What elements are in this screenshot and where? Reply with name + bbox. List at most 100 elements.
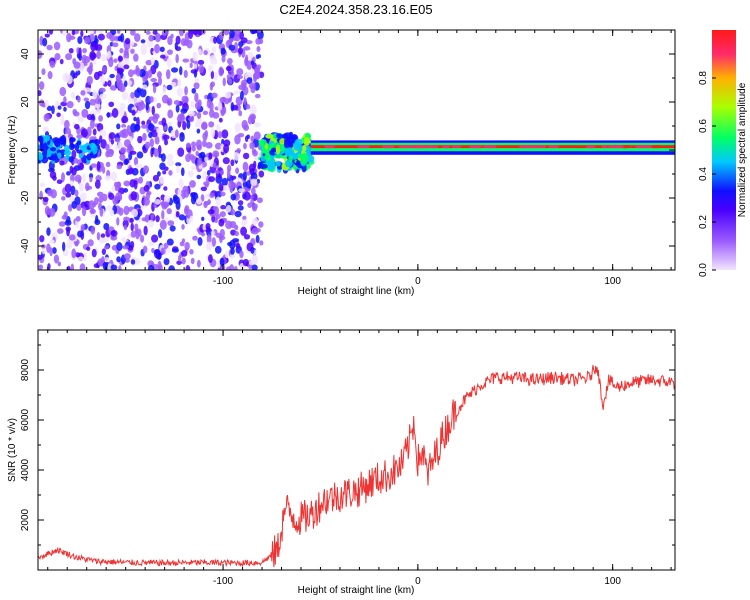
snr-y-ticks: 2000 4000 6000 8000 <box>20 344 675 571</box>
spectrogram-xtick-label: 100 <box>604 276 621 287</box>
spectrogram-cell <box>131 208 139 218</box>
spectrogram-cell <box>217 102 223 111</box>
spectrogram-cell <box>643 145 654 149</box>
spectrogram-cell <box>157 76 163 86</box>
spectrogram-cell <box>251 187 256 196</box>
spectrogram-cell <box>187 170 194 178</box>
spectrogram-cell <box>184 241 190 251</box>
spectrogram-cell <box>47 189 54 197</box>
spectrogram-cell <box>167 159 174 167</box>
spectrogram-cell <box>43 134 51 142</box>
spectrogram-cell <box>250 178 258 186</box>
spectrogram-cell <box>87 30 95 35</box>
spectrogram-cell <box>64 119 70 130</box>
spectrogram-cell <box>171 248 180 253</box>
spectrogram-cell <box>130 91 135 99</box>
spectrogram-cell <box>246 242 254 252</box>
spectrogram-cell <box>397 145 412 149</box>
spectrogram-cell <box>205 222 211 230</box>
spectrogram-cell <box>251 227 259 235</box>
spectrogram-cell <box>49 247 53 257</box>
spectrogram-cell <box>167 121 173 127</box>
spectrogram-cell <box>96 30 104 34</box>
spectrogram-cell <box>38 254 43 260</box>
spectrogram-cell <box>108 101 115 108</box>
spectrogram-cell <box>190 165 196 171</box>
spectrogram-cell <box>246 77 253 85</box>
spectrogram-cell <box>77 230 83 238</box>
spectrogram-cell <box>218 182 224 192</box>
colorbar-tick-label: 0.6 <box>698 119 709 133</box>
spectrogram-cell <box>203 201 208 209</box>
spectrogram-cell <box>48 207 56 217</box>
spectrogram-cell <box>218 117 223 123</box>
spectrogram-cell <box>109 73 115 79</box>
spectrogram-cell <box>74 174 82 183</box>
spectrogram-cell <box>74 196 81 205</box>
spectrogram-cell <box>246 134 250 140</box>
spectrogram-cell <box>181 224 185 230</box>
colorbar: 0.0 0.2 0.4 0.6 0.8 Normalized spectral ampl… <box>698 30 748 277</box>
spectrogram-cell <box>166 57 172 68</box>
spectrogram-cell <box>135 67 141 77</box>
spectrogram-cell <box>100 233 106 238</box>
spectrogram-cell <box>46 105 53 112</box>
spectrogram-cell <box>177 147 185 157</box>
spectrogram-cell <box>129 30 136 36</box>
spectrogram-cell <box>205 141 213 149</box>
spectrogram-cell <box>223 144 230 154</box>
spectrogram-cell <box>221 55 226 63</box>
spectrogram-cell <box>224 251 229 259</box>
spectrogram-cell <box>227 77 232 82</box>
spectrogram-cell <box>84 36 91 45</box>
spectrogram-cell <box>166 153 174 161</box>
spectrogram-cell <box>156 171 161 177</box>
spectrogram-cell <box>178 178 184 189</box>
spectrogram-cell <box>255 54 260 60</box>
spectrogram-cell <box>245 180 252 190</box>
spectrogram-cell <box>250 135 255 142</box>
spectrogram-cell <box>196 259 201 268</box>
spectrogram-cell <box>59 58 64 65</box>
spectrogram-panel: -100 0 100 -40 -20 0 20 40 Height of straight … <box>7 29 676 297</box>
spectrogram-cell <box>179 30 184 37</box>
spectrogram-cell <box>251 264 258 270</box>
spectrogram-cell <box>229 30 235 39</box>
spectrogram-cell <box>106 112 111 118</box>
spectrogram-cell <box>90 208 95 215</box>
spectrogram-cell <box>116 241 123 251</box>
spectrogram-cell <box>209 101 214 112</box>
spectrogram-cell <box>179 66 183 76</box>
spectrogram-cell <box>123 205 130 215</box>
spectrogram-cell <box>68 234 76 241</box>
spectrogram-cell <box>233 151 240 161</box>
spectrogram-cell <box>82 173 86 184</box>
colorbar-label: Normalized spectral amplitude <box>737 82 748 217</box>
spectrogram-cell <box>381 145 390 149</box>
spectrogram-cell <box>247 260 254 265</box>
spectrogram-cell <box>78 153 84 159</box>
spectrogram-cell <box>194 121 201 128</box>
spectrogram-cell <box>167 49 174 55</box>
spectrogram-cell <box>145 191 151 200</box>
spectrogram-cell <box>233 90 241 95</box>
spectrogram-cell <box>208 152 213 160</box>
spectrogram-cell <box>136 151 144 159</box>
spectrogram-cell <box>175 46 182 52</box>
spectrogram-cell <box>96 191 104 197</box>
spectrogram-cell <box>103 257 110 263</box>
spectrogram-cell <box>216 124 221 133</box>
spectrogram-cell <box>117 141 122 151</box>
spectrogram-cell <box>222 157 230 165</box>
spectrogram-ytick-label: 20 <box>20 96 31 108</box>
spectrogram-cell <box>44 205 50 216</box>
spectrogram-cell <box>162 134 170 140</box>
spectrogram-cell <box>169 225 176 232</box>
spectrogram-cell <box>48 30 54 35</box>
spectrogram-cell <box>114 137 121 143</box>
spectrogram-cell <box>204 94 209 100</box>
spectrogram-cell <box>221 129 229 139</box>
spectrogram-cell <box>140 43 148 53</box>
spectrogram-cell <box>231 175 237 180</box>
spectrogram-cell <box>129 217 134 223</box>
